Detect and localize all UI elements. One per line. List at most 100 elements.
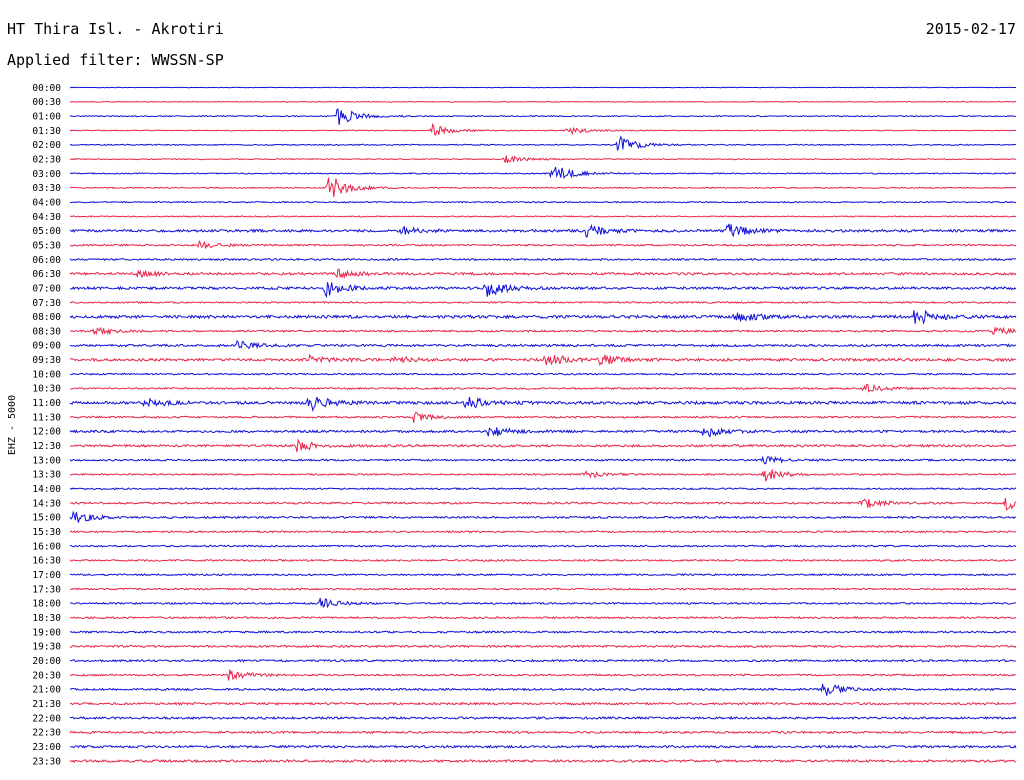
seismic-trace-row [69, 701, 1017, 706]
seismic-trace-row [69, 658, 1017, 663]
row-time-label: 07:30 [32, 298, 61, 309]
row-time-label: 14:30 [32, 498, 61, 509]
row-time-label: 12:00 [32, 427, 61, 438]
row-time-label: 04:30 [32, 212, 61, 223]
row-time-label: 03:00 [32, 169, 61, 180]
seismic-trace-row [69, 497, 1017, 511]
seismic-trace-row [69, 353, 1017, 366]
row-time-label: 02:30 [32, 154, 61, 165]
row-time-label: 10:30 [32, 384, 61, 395]
row-time-label: 09:30 [32, 355, 61, 366]
seismic-trace-row [69, 544, 1017, 548]
row-time-label: 07:00 [32, 283, 61, 294]
seismic-trace-row [69, 597, 1017, 609]
row-time-label: 01:00 [32, 111, 61, 122]
seismic-trace-row [69, 744, 1017, 749]
row-time-label: 22:30 [32, 728, 61, 739]
row-time-label: 02:00 [32, 140, 61, 151]
row-time-label: 21:00 [32, 685, 61, 696]
seismic-trace-row [69, 339, 1017, 350]
seismic-trace-row [69, 223, 1017, 238]
seismic-trace-row [69, 372, 1017, 376]
row-time-label: 15:00 [32, 513, 61, 524]
row-time-label: 14:00 [32, 484, 61, 495]
seismic-trace-row [69, 122, 1017, 136]
row-time-label: 10:00 [32, 369, 61, 380]
seismic-trace-row [69, 573, 1017, 577]
seismic-trace-row [69, 383, 1017, 393]
row-time-label: 04:00 [32, 197, 61, 208]
seismic-trace-row [69, 510, 1017, 523]
seismic-traces [69, 86, 1017, 764]
seismic-trace-row [69, 86, 1017, 89]
row-time-label: 11:30 [32, 412, 61, 423]
seismic-trace-row [69, 300, 1017, 304]
seismic-trace-row [69, 487, 1017, 491]
row-time-label: 01:30 [32, 126, 61, 137]
row-time-label: 20:30 [32, 670, 61, 681]
seismic-trace-row [69, 100, 1016, 103]
seismic-trace-row [69, 644, 1017, 649]
seismic-trace-row [69, 469, 1017, 482]
seismic-trace-row [69, 257, 1017, 262]
seismic-trace-row [69, 200, 1017, 204]
filter-label: Applied filter: WWSSN-SP [7, 51, 224, 69]
seismic-trace-row [69, 558, 1017, 562]
seismic-trace-row [69, 630, 1017, 634]
seismic-trace-row [69, 326, 1017, 336]
seismic-trace-row [69, 166, 1017, 179]
row-time-label: 21:30 [32, 699, 61, 710]
station-title: HT Thira Isl. - Akrotiri [7, 20, 224, 38]
row-time-label: 17:30 [32, 584, 61, 595]
row-time-label: 22:00 [32, 713, 61, 724]
row-time-label: 06:00 [32, 255, 61, 266]
row-time-label: 08:00 [32, 312, 61, 323]
seismic-trace-row [69, 215, 1017, 218]
seismic-trace-row [69, 438, 1017, 453]
row-time-label: 06:30 [32, 269, 61, 280]
date-label: 2015-02-17 [925, 20, 1016, 38]
row-time-label: 18:00 [32, 599, 61, 610]
seismic-trace-row [69, 455, 1017, 465]
seismic-trace-row [69, 530, 1017, 534]
seismic-trace-row [69, 587, 1017, 591]
seismic-trace-row [69, 411, 1017, 423]
row-time-label: 16:30 [32, 556, 61, 567]
seismic-trace-row [69, 239, 1017, 249]
row-time-label: 05:00 [32, 226, 61, 237]
row-time-label: 23:30 [32, 756, 61, 767]
seismic-trace-row [69, 177, 1017, 198]
seismic-trace-row [69, 426, 1017, 438]
seismic-trace-row [69, 282, 1017, 299]
row-time-label: 15:30 [32, 527, 61, 538]
row-time-label: 13:30 [32, 470, 61, 481]
row-time-label: 00:00 [32, 83, 61, 94]
time-axis-labels: 00:00 00:30 01:00 01:30 02:00 02:30 03:00 03:30… [32, 83, 61, 768]
row-time-label: 19:30 [32, 642, 61, 653]
row-time-label: 19:00 [32, 627, 61, 638]
row-time-label: 12:30 [32, 441, 61, 452]
seismic-trace-row [69, 730, 1017, 735]
row-time-label: 20:00 [32, 656, 61, 667]
row-time-label: 17:00 [32, 570, 61, 581]
seismic-trace-row [69, 615, 1017, 620]
row-time-label: 00:30 [32, 97, 61, 108]
row-time-label: 09:00 [32, 341, 61, 352]
row-time-label: 05:30 [32, 240, 61, 251]
row-time-label: 18:30 [32, 613, 61, 624]
seismic-trace-row [69, 155, 1017, 164]
row-time-label: 08:30 [32, 326, 61, 337]
seismic-trace-row [69, 683, 1017, 696]
row-time-label: 11:00 [32, 398, 61, 409]
seismic-trace-row [69, 669, 1017, 681]
seismic-trace-row [69, 310, 1017, 325]
row-time-label: 03:30 [32, 183, 61, 194]
seismic-trace-row [69, 758, 1017, 764]
seismic-trace-row [69, 108, 1017, 125]
seismic-trace-row [69, 715, 1017, 720]
seismic-trace-row [69, 396, 1017, 413]
row-time-label: 23:00 [32, 742, 61, 753]
row-time-label: 16:00 [32, 541, 61, 552]
seismic-trace-row [69, 135, 1017, 151]
